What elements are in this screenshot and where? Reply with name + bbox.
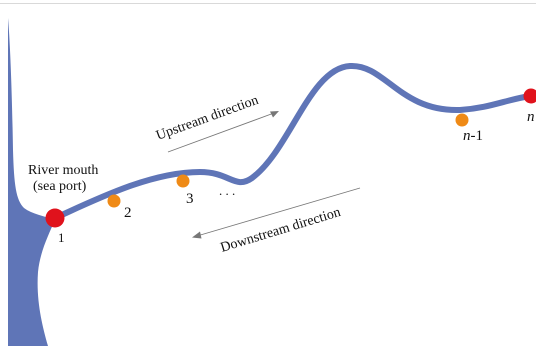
node-2: [107, 194, 121, 208]
upstream-arrow: [167, 112, 275, 153]
node-3: [176, 174, 190, 188]
downstream-arrow: [196, 187, 361, 237]
river-path: [52, 62, 533, 221]
sea-port-label: (sea port): [33, 179, 87, 194]
ellipsis-label: . . .: [219, 183, 235, 198]
node-2-label: 2: [124, 205, 132, 221]
node-n-minus-1: [455, 113, 469, 127]
node-3-label: 3: [186, 191, 194, 207]
node-n-minus-1-label-suffix: -1: [471, 128, 484, 144]
node-n-minus-1-label-var: n: [463, 128, 471, 144]
node-n-minus-1-label: n-1: [463, 128, 483, 144]
upstream-arrowhead: [270, 111, 279, 118]
downstream-arrowhead: [192, 231, 202, 239]
river-mouth-label: River mouth: [28, 163, 98, 178]
upstream-label: Upstream direction: [154, 93, 260, 144]
downstream-label: Downstream direction: [219, 205, 343, 256]
node-1-river-mouth: [45, 208, 65, 228]
node-n-label: n: [527, 109, 535, 125]
node-n: [523, 88, 536, 104]
node-1-label: 1: [58, 230, 65, 245]
sea-region: [8, 18, 55, 346]
